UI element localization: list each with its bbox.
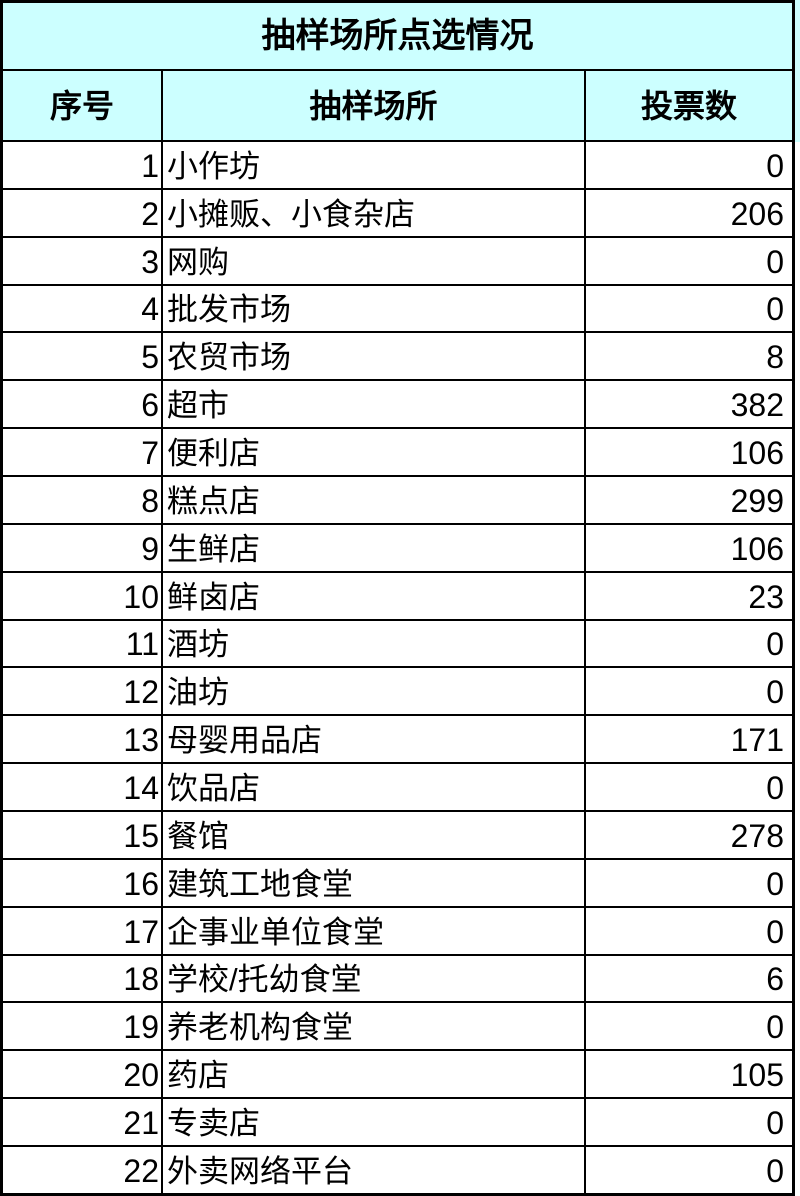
vote-count-cell[interactable]: 0	[766, 1105, 784, 1142]
table-row: 9 生鲜店 106	[3, 524, 792, 573]
sampling-place-cell[interactable]: 企事业单位食堂	[163, 907, 586, 954]
table-row: 10 鲜卤店 23	[3, 572, 792, 621]
serial-number-cell[interactable]: 8	[3, 477, 163, 523]
serial-number-cell[interactable]: 9	[3, 524, 163, 571]
serial-number-cell[interactable]: 11	[3, 620, 163, 667]
sampling-place-cell[interactable]: 超市	[163, 381, 586, 428]
sampling-place-cell[interactable]: 母婴用品店	[163, 716, 586, 763]
sampling-place-cell[interactable]: 饮品店	[163, 764, 586, 811]
sampling-place-cell[interactable]: 酒坊	[163, 620, 586, 667]
sampling-place-cell[interactable]: 外卖网络平台	[163, 1147, 586, 1193]
table-row: 3 网购 0	[3, 237, 792, 286]
table-header-row: 序号 抽样场所 投票数	[3, 71, 792, 142]
sampling-place-cell[interactable]: 养老机构食堂	[163, 1003, 586, 1050]
serial-number-cell[interactable]: 21	[3, 1099, 163, 1146]
table-title-cell[interactable]: 抽样场所点选情况	[3, 3, 792, 71]
table-row: 19 养老机构食堂 0	[3, 1003, 792, 1052]
serial-number-cell[interactable]: 14	[3, 764, 163, 811]
sampling-place-cell[interactable]: 油坊	[163, 668, 586, 715]
vote-count-cell[interactable]: 0	[766, 865, 784, 902]
vote-count-cell[interactable]: 105	[730, 1057, 784, 1094]
serial-number-cell[interactable]: 2	[3, 189, 163, 236]
serial-number-cell[interactable]: 5	[3, 333, 163, 380]
serial-number-cell[interactable]: 12	[3, 668, 163, 715]
vote-count-cell[interactable]: 106	[730, 530, 784, 567]
sampling-place-cell[interactable]: 网购	[163, 237, 586, 284]
serial-number-cell[interactable]: 18	[3, 955, 163, 1002]
header-vote-count[interactable]: 投票数	[640, 87, 737, 124]
table-row: 22 外卖网络平台 0	[3, 1147, 792, 1193]
serial-number-cell[interactable]: 6	[3, 381, 163, 428]
vote-count-cell[interactable]: 171	[730, 722, 784, 759]
serial-number-cell[interactable]: 13	[3, 716, 163, 763]
table-body: 1 小作坊 0 2 小摊贩、小食杂店 206 3 网购 0 4 批发市场 0 5 农贸市场 8 6 超市 382 7…	[3, 142, 792, 1193]
vote-count-cell[interactable]: 0	[766, 626, 784, 663]
sampling-place-cell[interactable]: 农贸市场	[163, 333, 586, 380]
header-sampling-place[interactable]: 抽样场所	[163, 71, 586, 140]
sampling-place-cell[interactable]: 药店	[163, 1051, 586, 1098]
table-row: 8 糕点店 299	[3, 477, 792, 525]
table-row: 18 学校/托幼食堂 6	[3, 955, 792, 1004]
serial-number-cell[interactable]: 20	[3, 1051, 163, 1098]
table-title: 抽样场所点选情况	[261, 17, 534, 55]
vote-count-cell[interactable]: 278	[730, 817, 784, 854]
vote-count-cell[interactable]: 0	[766, 1152, 784, 1189]
vote-count-cell[interactable]: 0	[766, 147, 784, 184]
table-row: 17 企事业单位食堂 0	[3, 907, 792, 956]
vote-count-cell[interactable]: 206	[730, 195, 784, 232]
sampling-place-cell[interactable]: 鲜卤店	[163, 572, 586, 619]
serial-number-cell[interactable]: 16	[3, 859, 163, 906]
table-row: 12 油坊 0	[3, 668, 792, 717]
sampling-place-cell[interactable]: 建筑工地食堂	[163, 859, 586, 906]
sampling-place-cell[interactable]: 小作坊	[163, 142, 586, 188]
serial-number-cell[interactable]: 17	[3, 907, 163, 954]
sampling-place-cell[interactable]: 小摊贩、小食杂店	[163, 189, 586, 236]
table-row: 1 小作坊 0	[3, 142, 792, 190]
adjacent-cells-sliver	[795, 0, 800, 142]
serial-number-cell[interactable]: 10	[3, 572, 163, 619]
vote-count-cell[interactable]: 299	[730, 482, 784, 519]
vote-count-cell[interactable]: 0	[766, 674, 784, 711]
table-row: 4 批发市场 0	[3, 285, 792, 334]
sampling-place-cell[interactable]: 专卖店	[163, 1099, 586, 1146]
vote-count-cell[interactable]: 0	[766, 770, 784, 807]
vote-count-cell[interactable]: 23	[748, 578, 784, 615]
header-serial-number[interactable]: 序号	[3, 71, 163, 140]
sampling-place-cell[interactable]: 餐馆	[163, 812, 586, 858]
table-row: 6 超市 382	[3, 381, 792, 430]
table-row: 21 专卖店 0	[3, 1099, 792, 1148]
table-row: 13 母婴用品店 171	[3, 716, 792, 765]
sampling-place-cell[interactable]: 批发市场	[163, 285, 586, 332]
vote-count-cell[interactable]: 0	[766, 1009, 784, 1046]
table-row: 11 酒坊 0	[3, 620, 792, 669]
table-row: 2 小摊贩、小食杂店 206	[3, 189, 792, 238]
sampling-place-cell[interactable]: 学校/托幼食堂	[163, 955, 586, 1002]
sampling-place-cell[interactable]: 生鲜店	[163, 524, 586, 571]
table-row: 7 便利店 106	[3, 429, 792, 478]
sampling-place-cell[interactable]: 便利店	[163, 429, 586, 476]
vote-count-cell[interactable]: 0	[766, 243, 784, 280]
table-row: 20 药店 105	[3, 1051, 792, 1100]
serial-number-cell[interactable]: 4	[3, 285, 163, 332]
table-row: 15 餐馆 278	[3, 812, 792, 860]
vote-count-cell[interactable]: 6	[766, 961, 784, 998]
sampling-place-cell[interactable]: 糕点店	[163, 477, 586, 523]
table-row: 16 建筑工地食堂 0	[3, 859, 792, 908]
table-row: 5 农贸市场 8	[3, 333, 792, 382]
vote-count-cell[interactable]: 106	[730, 435, 784, 472]
vote-count-cell[interactable]: 382	[730, 387, 784, 424]
serial-number-cell[interactable]: 3	[3, 237, 163, 284]
serial-number-cell[interactable]: 19	[3, 1003, 163, 1050]
vote-count-cell[interactable]: 8	[766, 339, 784, 376]
serial-number-cell[interactable]: 22	[3, 1147, 163, 1193]
serial-number-cell[interactable]: 7	[3, 429, 163, 476]
vote-count-cell[interactable]: 0	[766, 913, 784, 950]
serial-number-cell[interactable]: 1	[3, 142, 163, 188]
vote-count-cell[interactable]: 0	[766, 291, 784, 328]
serial-number-cell[interactable]: 15	[3, 812, 163, 858]
table-row: 14 饮品店 0	[3, 764, 792, 813]
